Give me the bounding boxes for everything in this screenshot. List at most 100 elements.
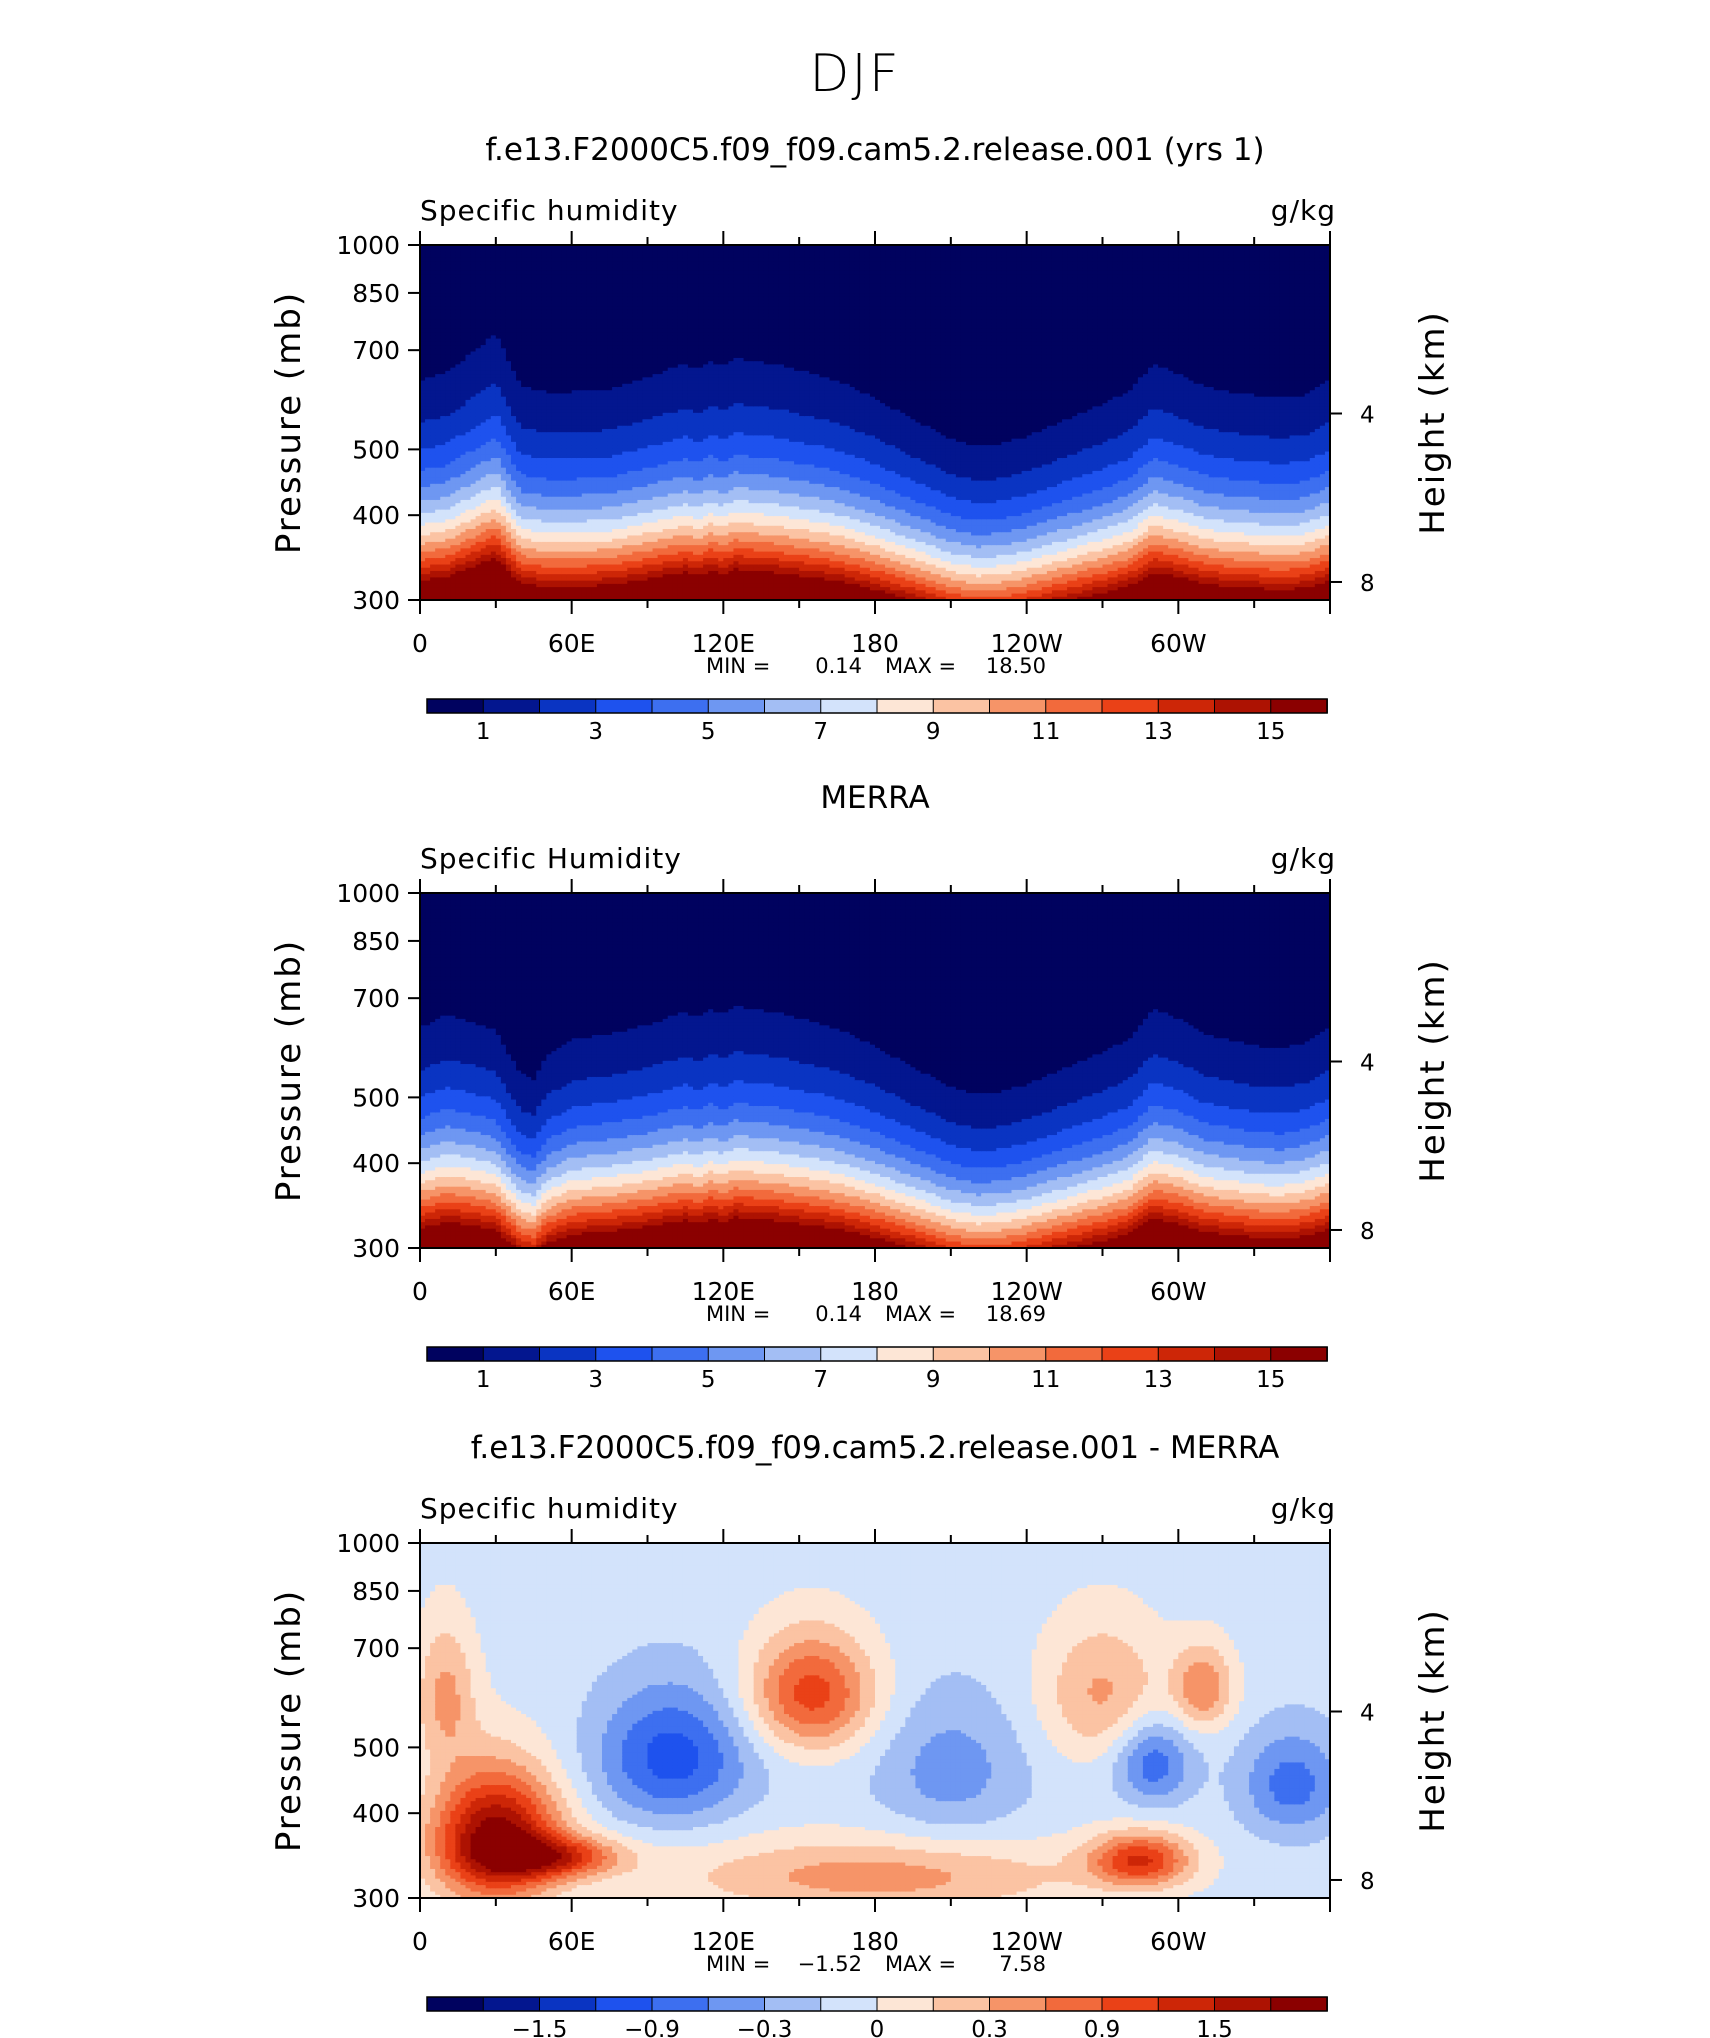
colorbar-swatch <box>1046 699 1103 713</box>
panel-units-label: g/kg <box>1271 1492 1336 1525</box>
colorbar-swatch <box>1102 699 1159 713</box>
colorbar-label: 0 <box>870 2017 885 2038</box>
colorbar-swatch <box>990 1997 1047 2011</box>
colorbar-swatch <box>427 699 484 713</box>
colorbar-swatch <box>483 699 540 713</box>
y-axis-label: Pressure (mb) <box>269 1589 309 1852</box>
colorbar-label: 15 <box>1256 1367 1285 1393</box>
x-tick-label: 60E <box>548 1927 596 1956</box>
y2-tick-label: 8 <box>1360 1219 1375 1245</box>
colorbar-swatch <box>483 1997 540 2011</box>
colorbar-label: 7 <box>813 719 828 745</box>
colorbar-swatch <box>765 699 822 713</box>
colorbar-swatch <box>1215 699 1272 713</box>
y-tick-label: 850 <box>352 927 400 956</box>
y2-tick-label: 8 <box>1360 571 1375 597</box>
colorbar-swatch <box>821 1997 878 2011</box>
colorbar-label: 0.3 <box>971 2017 1008 2038</box>
contour-field-2 <box>420 893 1331 1249</box>
stats-min-label: MIN = <box>706 654 770 678</box>
colorbar <box>427 699 1327 713</box>
colorbar-swatch <box>1158 1997 1215 2011</box>
y-axis-label: Pressure (mb) <box>269 291 309 554</box>
colorbar-swatch <box>1215 1997 1272 2011</box>
panel-units-label: g/kg <box>1271 194 1336 227</box>
y2-tick-label: 4 <box>1360 1700 1375 1726</box>
colorbar-swatch <box>877 699 934 713</box>
colorbar-swatch <box>1046 1347 1103 1361</box>
y-tick-label: 400 <box>352 1799 400 1828</box>
y-tick-label: 500 <box>352 1733 400 1762</box>
y-tick-label: 300 <box>352 586 400 615</box>
colorbar-swatch <box>990 1347 1047 1361</box>
stats-max-value: 18.50 <box>986 654 1046 678</box>
y-tick-label: 700 <box>352 1634 400 1663</box>
colorbar-label: −1.5 <box>512 2017 568 2038</box>
colorbar-label: 11 <box>1031 719 1060 745</box>
colorbar-swatch <box>933 1997 990 2011</box>
colorbar-swatch <box>877 1997 934 2011</box>
colorbar-label: 0.9 <box>1084 2017 1121 2038</box>
y-tick-label: 700 <box>352 336 400 365</box>
contour-field-3 <box>420 1543 1331 1899</box>
panel-variable-label: Specific humidity <box>420 194 679 227</box>
colorbar-swatch <box>1102 1997 1159 2011</box>
x-tick-label: 60E <box>548 629 596 658</box>
stats-max-label: MAX = <box>885 1952 956 1976</box>
colorbar-label: −0.9 <box>624 2017 680 2038</box>
colorbar-swatch <box>1271 1997 1328 2011</box>
colorbar-swatch <box>596 699 653 713</box>
x-tick-label: 0 <box>412 1927 428 1956</box>
colorbar-label: −0.3 <box>737 2017 793 2038</box>
stats-min-label: MIN = <box>706 1952 770 1976</box>
contour-field-1 <box>420 245 1331 601</box>
colorbar-swatch <box>652 1347 709 1361</box>
colorbar-swatch <box>483 1347 540 1361</box>
colorbar-swatch <box>1158 1347 1215 1361</box>
y2-axis-label: Height (km) <box>1413 1608 1453 1833</box>
y-tick-label: 1000 <box>336 231 400 260</box>
colorbar-label: 9 <box>926 719 941 745</box>
y2-axis-label: Height (km) <box>1413 958 1453 1183</box>
colorbar-swatch <box>652 1997 709 2011</box>
colorbar-swatch <box>1271 1347 1328 1361</box>
y2-axis-label: Height (km) <box>1413 310 1453 535</box>
colorbar-label: 15 <box>1256 719 1285 745</box>
colorbar-label: 1 <box>476 1367 491 1393</box>
y2-tick-label: 4 <box>1360 402 1375 428</box>
colorbar-label: 1 <box>476 719 491 745</box>
panel-title: f.e13.F2000C5.f09_f09.cam5.2.release.001… <box>485 132 1264 168</box>
colorbar-swatch <box>708 699 765 713</box>
colorbar <box>427 1997 1327 2011</box>
colorbar-label: 3 <box>588 719 603 745</box>
colorbar-swatch <box>1215 1347 1272 1361</box>
colorbar-label: 13 <box>1144 719 1173 745</box>
colorbar-swatch <box>708 1347 765 1361</box>
colorbar-swatch <box>933 699 990 713</box>
y-tick-label: 500 <box>352 435 400 464</box>
x-tick-label: 0 <box>412 1277 428 1306</box>
colorbar-swatch <box>877 1347 934 1361</box>
stats-max-value: 7.58 <box>999 1952 1046 1976</box>
panel-units-label: g/kg <box>1271 842 1336 875</box>
stats-max-value: 18.69 <box>986 1302 1046 1326</box>
colorbar-swatch <box>1158 699 1215 713</box>
colorbar-swatch <box>652 699 709 713</box>
stats-min-value: 0.14 <box>815 654 862 678</box>
colorbar-swatch <box>821 1347 878 1361</box>
x-tick-label: 0 <box>412 629 428 658</box>
y-tick-label: 500 <box>352 1083 400 1112</box>
y2-tick-label: 8 <box>1360 1869 1375 1895</box>
y-tick-label: 850 <box>352 279 400 308</box>
colorbar-swatch <box>596 1347 653 1361</box>
panel-variable-label: Specific Humidity <box>420 842 682 875</box>
y-tick-label: 300 <box>352 1884 400 1913</box>
colorbar-swatch <box>1102 1347 1159 1361</box>
panel-title: MERRA <box>820 780 929 816</box>
colorbar-label: 7 <box>813 1367 828 1393</box>
panel-variable-label: Specific humidity <box>420 1492 679 1525</box>
colorbar-label: 3 <box>588 1367 603 1393</box>
y-tick-label: 300 <box>352 1234 400 1263</box>
colorbar-swatch <box>1046 1997 1103 2011</box>
stats-max-label: MAX = <box>885 654 956 678</box>
